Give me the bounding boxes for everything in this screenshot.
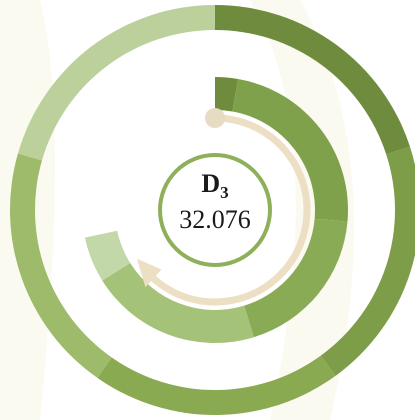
center-value: 32.076: [179, 205, 251, 234]
outer-segment: [17, 5, 216, 161]
rings: [9, 5, 415, 415]
background-shape: [250, 0, 354, 420]
outer-segment: [9, 153, 112, 378]
inner-segment: [215, 77, 239, 112]
center-label: D3: [201, 169, 228, 202]
arrow-arc: [146, 114, 311, 306]
progress-arrow: [136, 108, 311, 306]
arrow-head: [136, 258, 162, 288]
center-label-main: D: [201, 169, 220, 198]
outer-segment: [320, 146, 415, 376]
center-circle: [158, 153, 272, 267]
inner-segment: [102, 262, 254, 344]
outer-segment: [215, 5, 410, 155]
inner-segment: [232, 79, 348, 222]
arrow-start: [205, 108, 225, 128]
center-label-subscript: 3: [220, 183, 229, 202]
inner-segment: [244, 218, 348, 338]
outer-segment: [97, 355, 336, 415]
inner-segment: [84, 230, 131, 281]
